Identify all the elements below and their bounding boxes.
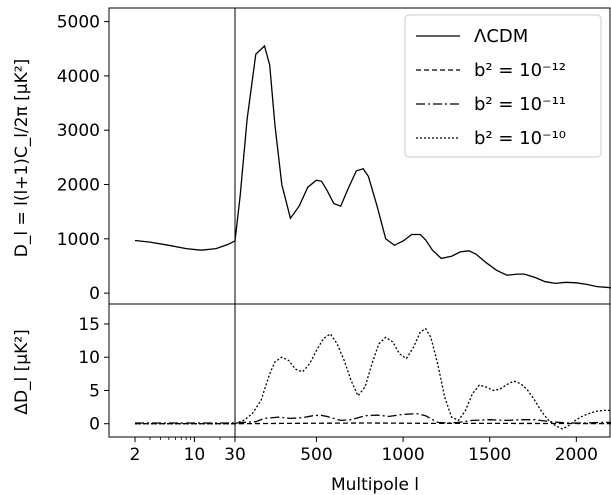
- top-y-tick-label: 3000: [57, 121, 100, 141]
- top-panel: 0 1000 2000 3000 4000 5000 ΛCDM b² = 10⁻¹² b² = …: [57, 7, 611, 305]
- x-tick-label: 2000: [555, 445, 598, 465]
- top-y-tick-label: 0: [89, 284, 100, 304]
- x-tick-label: 500: [300, 445, 332, 465]
- top-y-tick-label: 2000: [57, 176, 100, 196]
- x-axis-label: Multipole l: [331, 475, 419, 495]
- bottom-y-axis-label: ΔD_l [μK²]: [12, 329, 32, 414]
- top-y-tick-label: 5000: [57, 13, 100, 33]
- bottom-y-tick-label: 15: [78, 315, 100, 335]
- x-tick-label: 30: [224, 445, 246, 465]
- top-series-solid-line: [134, 44, 611, 289]
- top-y-axis-label: D_l = l(l+1)C_l/2π [μK²]: [12, 59, 32, 257]
- bottom-y-tick-label: 0: [89, 415, 100, 435]
- bottom-panel: 0 5 10 15 2 10 30 500 1000 1500 2000: [78, 303, 611, 465]
- bottom-plot-frame: [108, 303, 611, 438]
- bottom-y-tick-label: 10: [78, 348, 100, 368]
- bottom-series-dashdot-line: [135, 413, 611, 424]
- x-tick-label: 2: [130, 445, 141, 465]
- bottom-y-tick-label: 5: [89, 381, 100, 401]
- top-y-tick-label: 1000: [57, 230, 100, 250]
- bottom-series-dotted-line: [135, 327, 611, 430]
- legend-box: [404, 14, 602, 158]
- legend: ΛCDM b² = 10⁻¹² b² = 10⁻¹¹ b² = 10⁻¹⁰: [404, 14, 602, 158]
- x-tick-label: 1500: [468, 445, 511, 465]
- x-tick-label: 10: [184, 445, 206, 465]
- legend-entry-label: b² = 10⁻¹²: [474, 60, 566, 81]
- legend-entry-label: b² = 10⁻¹⁰: [474, 128, 566, 149]
- legend-entry-label: ΛCDM: [474, 26, 528, 47]
- legend-entry-label: b² = 10⁻¹¹: [474, 94, 566, 115]
- top-y-tick-label: 4000: [57, 67, 100, 87]
- x-tick-label: 1000: [381, 445, 424, 465]
